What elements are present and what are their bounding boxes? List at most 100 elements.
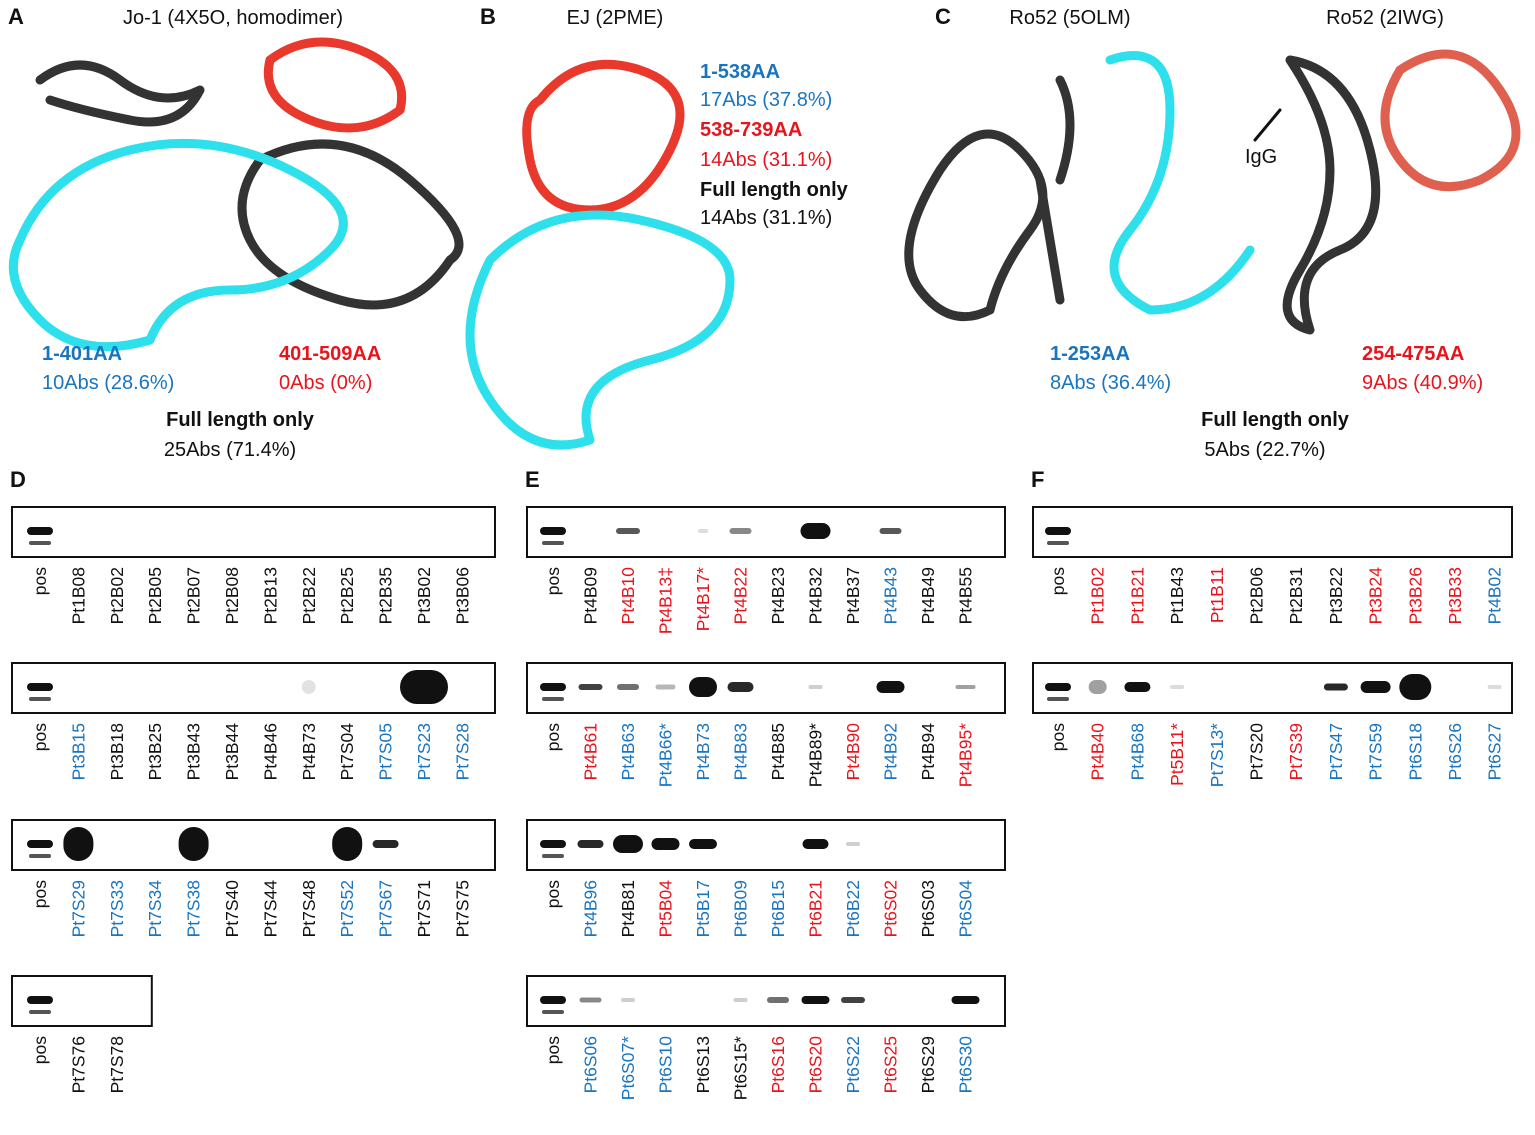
lane-label: Pt4B68 <box>1127 723 1147 780</box>
lane-label: Pt7S75 <box>452 880 472 937</box>
band <box>27 996 53 1004</box>
lane-label: Pt6S26 <box>1445 723 1465 780</box>
structure <box>1380 49 1521 192</box>
lane-label: Pt2B07 <box>184 567 204 624</box>
lane-label: Pt7S23 <box>414 723 434 780</box>
band <box>655 684 676 690</box>
band <box>27 527 53 535</box>
region-label: 538-739AA <box>700 119 802 141</box>
lane-label: Pt7S34 <box>145 880 165 938</box>
lane-label: Pt7S39 <box>1286 723 1306 780</box>
igg-label: IgG <box>1245 146 1277 168</box>
lane-label: Pt7S04 <box>337 723 357 781</box>
band <box>1170 685 1185 689</box>
lane-label: Pt4B94 <box>918 723 938 781</box>
band <box>801 996 830 1004</box>
lane-label: Pt4B17* <box>693 567 713 631</box>
band <box>1360 681 1391 693</box>
region-label: 401-509AA <box>279 343 381 365</box>
lane-label: Pt7S28 <box>452 723 472 780</box>
lane-label: Pt7S59 <box>1366 723 1386 780</box>
lane-label: Pt4B43 <box>881 567 901 624</box>
blot-box <box>526 819 1006 871</box>
band <box>808 685 823 689</box>
lane-label: Pt2B02 <box>107 567 127 624</box>
band <box>578 684 603 690</box>
band <box>542 1010 564 1014</box>
panel-letter: D <box>10 467 26 492</box>
band <box>332 827 363 861</box>
lane-label: Pt3B02 <box>414 567 434 624</box>
lane-label: Pt3B22 <box>1326 567 1346 624</box>
lane-label: Pt4B83 <box>731 723 751 780</box>
lane-label: Pt7S47 <box>1326 723 1346 780</box>
lane-label: Pt6B15 <box>768 880 788 937</box>
region-label: 1-401AA <box>42 343 122 365</box>
lane-label: Pt1B08 <box>68 567 88 624</box>
lane-label: Pt3B33 <box>1445 567 1465 624</box>
band <box>800 523 831 539</box>
blot-box <box>526 506 1006 558</box>
lane-label: Pt7S48 <box>299 880 319 937</box>
lane-label: Pt3B44 <box>222 723 242 781</box>
band <box>689 839 717 849</box>
band <box>767 997 789 1003</box>
lane-label: Pt6B21 <box>806 880 826 937</box>
lane-label: Pt1B02 <box>1088 567 1108 624</box>
lane-label: Pt7S13* <box>1207 723 1227 787</box>
lane-label: Pt6S02 <box>881 880 901 937</box>
band <box>802 839 829 849</box>
pointer-line <box>1253 108 1282 142</box>
band <box>613 835 643 853</box>
count-label: 17Abs (37.8%) <box>700 89 832 111</box>
band <box>540 527 566 535</box>
lane-label: Pt7S20 <box>1247 723 1267 781</box>
band <box>29 541 51 545</box>
lane-label: Pt6S30 <box>956 1036 976 1094</box>
lane-label: pos <box>543 880 563 908</box>
lane-label: Pt6B09 <box>731 880 751 937</box>
blot-box <box>526 975 1006 1027</box>
lane-label: Pt1B43 <box>1167 567 1187 624</box>
count-label: 10Abs (28.6%) <box>42 372 174 394</box>
lane-label: Pt1B11 <box>1207 567 1227 623</box>
lane-label: Pt7S67 <box>376 880 396 937</box>
band <box>733 998 748 1002</box>
band <box>951 996 980 1004</box>
lane-label: pos <box>543 567 563 595</box>
lane-label: Pt4B61 <box>581 723 601 780</box>
lane-label: pos <box>543 1036 563 1064</box>
blot-box <box>11 975 153 1027</box>
band <box>579 997 602 1003</box>
band <box>301 680 316 694</box>
structure <box>904 129 1048 322</box>
structure <box>1282 55 1381 335</box>
band <box>540 683 566 691</box>
lane-label: Pt4B32 <box>806 567 826 624</box>
lane-label: Pt3B25 <box>145 723 165 780</box>
band <box>841 997 865 1003</box>
lane-label: Pt4B89* <box>806 723 826 787</box>
lane-label: Pt4B95* <box>956 723 976 787</box>
lane-label: pos <box>30 880 50 908</box>
lane-label: Pt2B31 <box>1286 567 1306 624</box>
lane-label: pos <box>543 723 563 751</box>
band <box>1399 674 1432 700</box>
lane-label: Pt4B73 <box>693 723 713 780</box>
lane-label: Pt6S25 <box>881 1036 901 1093</box>
structure <box>237 139 464 310</box>
lane-label: Pt3B15 <box>68 723 88 780</box>
count-label: 14Abs (31.1%) <box>700 207 832 229</box>
band <box>1088 680 1107 694</box>
band <box>542 697 564 701</box>
lane-label: Pt4B09 <box>581 567 601 624</box>
lane-label: Pt7S78 <box>107 1036 127 1093</box>
lane-label: Pt2B08 <box>222 567 242 624</box>
count-label: 8Abs (36.4%) <box>1050 372 1171 394</box>
lane-label: Pt6S13 <box>693 1036 713 1093</box>
lane-label: Pt6S03 <box>918 880 938 937</box>
region-label: Full length only <box>700 179 849 201</box>
lane-label: Pt7S44 <box>260 880 280 938</box>
region-label: Full length only <box>1201 409 1350 431</box>
band <box>29 854 51 858</box>
